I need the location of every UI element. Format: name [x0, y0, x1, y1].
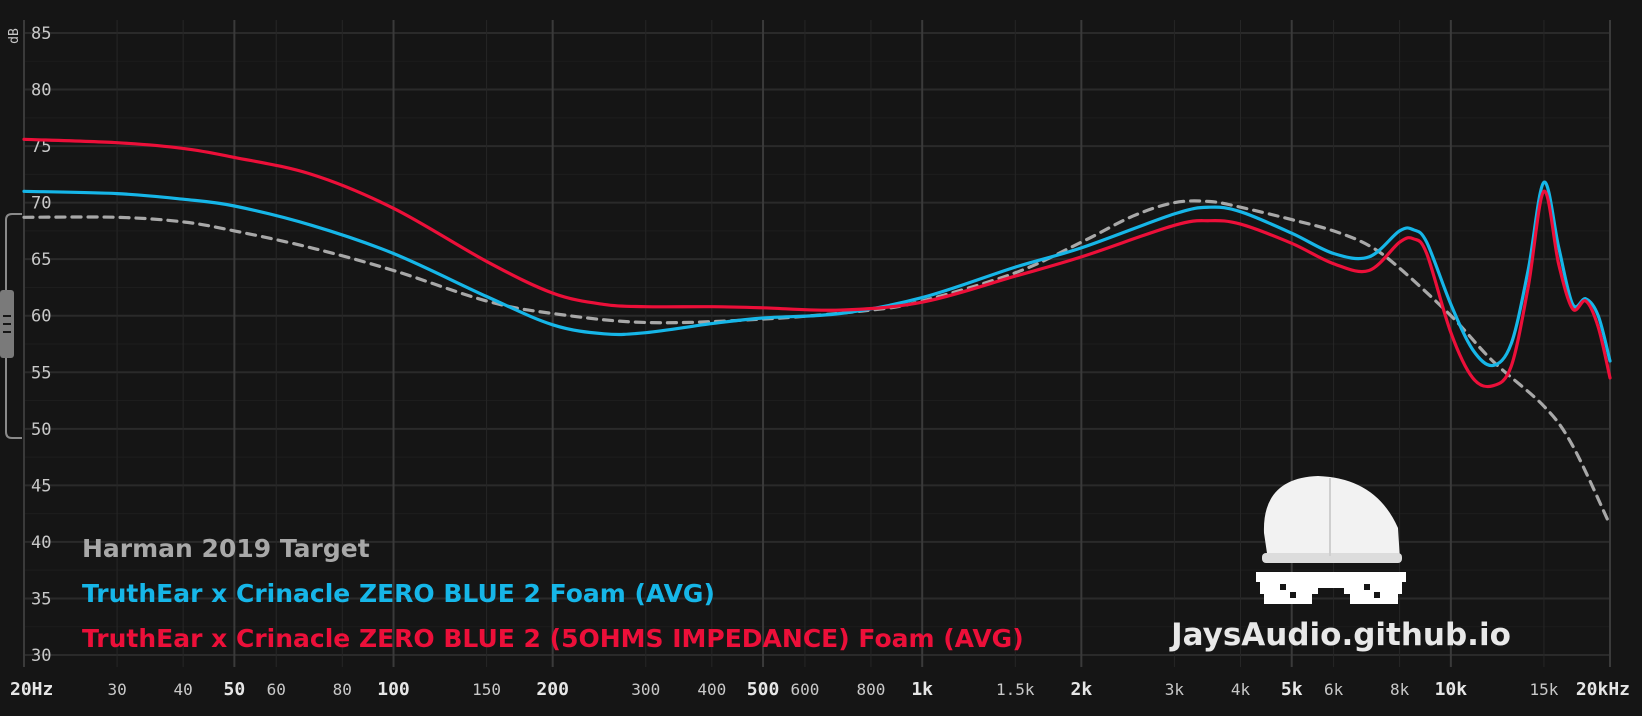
volume-slider[interactable]	[0, 213, 22, 439]
x-tick-label: 4k	[1231, 680, 1251, 699]
x-tick-label: 800	[857, 680, 886, 699]
series-line-1[interactable]	[22, 180, 1612, 368]
x-tick-label: 5k	[1281, 679, 1303, 700]
x-tick-label: 200	[536, 679, 569, 700]
x-tick-label: 600	[790, 680, 819, 699]
series-line-0[interactable]	[22, 199, 1612, 527]
x-tick-label: 40	[174, 680, 193, 699]
legend-entry-zero-blue-2[interactable]: TruthEar x Crinacle ZERO BLUE 2 Foam (AV…	[82, 579, 715, 608]
x-tick-label: 30	[107, 680, 126, 699]
x-tick-label: 300	[631, 680, 660, 699]
x-tick-label: 2k	[1070, 679, 1092, 700]
x-tick-label: 8k	[1390, 680, 1410, 699]
y-tick-label: 60	[31, 307, 51, 327]
cap-icon	[1263, 476, 1400, 560]
x-tick-label: 80	[333, 680, 352, 699]
x-tick-label: 100	[377, 679, 410, 700]
y-tick-label: 55	[31, 363, 51, 383]
x-tick-label: 60	[267, 680, 286, 699]
x-tick-label: 6k	[1324, 680, 1344, 699]
watermark-logo: JaysAudio.github.io	[1169, 476, 1511, 653]
y-tick-label: 80	[31, 81, 51, 101]
y-tick-label: 50	[31, 420, 51, 440]
y-axis-label: dB	[7, 28, 22, 44]
y-tick-label: 40	[31, 533, 51, 553]
x-tick-label: 50	[224, 679, 246, 700]
watermark-text: JaysAudio.github.io	[1169, 617, 1511, 653]
legend-entry-target[interactable]: Harman 2019 Target	[82, 534, 370, 563]
x-tick-label: 20Hz	[10, 679, 53, 700]
legend: Harman 2019 Target TruthEar x Crinacle Z…	[82, 534, 1024, 653]
x-tick-label: 1.5k	[996, 680, 1035, 699]
y-tick-label: 70	[31, 194, 51, 214]
pixel-sunglasses-icon	[1256, 572, 1406, 604]
x-tick-label: 400	[697, 680, 726, 699]
series-line-2[interactable]	[22, 137, 1612, 389]
legend-entry-zero-blue-2-5ohms[interactable]: TruthEar x Crinacle ZERO BLUE 2 (5OHMS I…	[82, 624, 1024, 653]
x-axis-ticks: 20Hz 30 40 50 60 80 100 150 200 300 400 500 600 800 1k…	[10, 679, 1630, 700]
x-tick-label: 150	[472, 680, 501, 699]
y-tick-label: 85	[31, 24, 51, 44]
cap-brim	[1262, 553, 1402, 563]
x-tick-label: 3k	[1165, 680, 1185, 699]
x-tick-label: 10k	[1435, 679, 1468, 700]
y-axis-ticks: 30 35 40 45 50 55 60 65 70 75 80 85	[31, 24, 51, 666]
y-tick-label: 35	[31, 589, 51, 609]
y-tick-label: 45	[31, 476, 51, 496]
y-tick-label: 65	[31, 250, 51, 270]
x-tick-label: 15k	[1529, 680, 1558, 699]
x-tick-label: 500	[747, 679, 780, 700]
series-layer	[22, 137, 1612, 527]
y-tick-label: 75	[31, 137, 51, 157]
x-tick-label: 20kHz	[1576, 679, 1630, 700]
x-tick-label: 1k	[911, 679, 933, 700]
y-tick-label: 30	[31, 646, 51, 666]
